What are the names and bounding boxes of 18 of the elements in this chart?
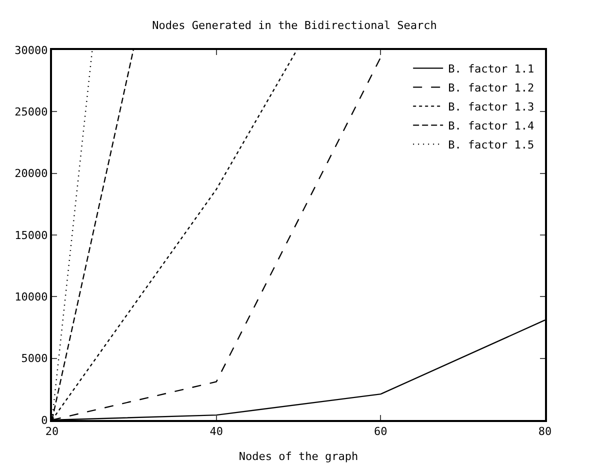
y-tick-label: 30000 bbox=[14, 44, 48, 57]
legend-label: B. factor 1.4 bbox=[448, 119, 535, 132]
y-tick-label: 15000 bbox=[14, 228, 48, 242]
y-tick-label: 5000 bbox=[21, 352, 48, 366]
y-tick-label: 20000 bbox=[14, 167, 48, 180]
y-tick-label: 25000 bbox=[14, 106, 48, 119]
x-axis-title: Nodes of the graph bbox=[238, 450, 358, 463]
y-tick-label: 10000 bbox=[14, 290, 48, 304]
legend-label: B. factor 1.1 bbox=[448, 62, 534, 76]
x-tick-label: 40 bbox=[210, 425, 223, 438]
x-tick-label: 20 bbox=[45, 425, 59, 438]
x-tick-label: 60 bbox=[374, 425, 388, 438]
y-tick-label: 0 bbox=[41, 414, 48, 427]
legend-label: B. factor 1.2 bbox=[448, 81, 534, 94]
x-tick-label: 80 bbox=[538, 425, 552, 438]
chart-title: Nodes Generated in the Bidirectional Search bbox=[152, 18, 437, 32]
legend-label: B. factor 1.5 bbox=[448, 138, 534, 152]
legend-label: B. factor 1.3 bbox=[448, 100, 534, 114]
